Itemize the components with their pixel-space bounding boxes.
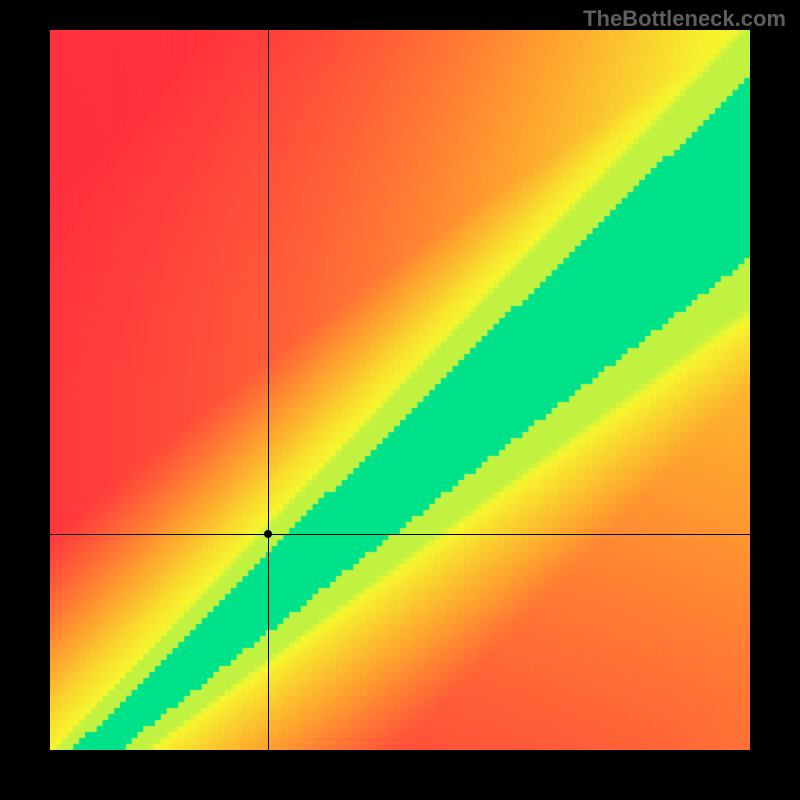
- watermark-text: TheBottleneck.com: [583, 6, 786, 32]
- crosshair-vertical: [268, 30, 269, 750]
- heatmap-plot: [50, 30, 750, 750]
- crosshair-marker-dot: [264, 530, 272, 538]
- heatmap-canvas: [50, 30, 750, 750]
- crosshair-horizontal: [50, 534, 750, 535]
